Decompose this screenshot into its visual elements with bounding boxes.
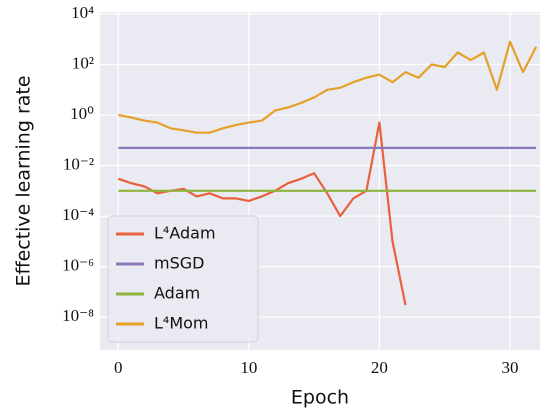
y-axis-label: Effective learning rate	[13, 75, 35, 286]
legend-label: mSGD	[154, 254, 204, 273]
legend-label: Adam	[154, 284, 200, 303]
series-line	[118, 40, 538, 134]
x-axis-label: Epoch	[291, 387, 349, 409]
x-tick-label: 30	[501, 358, 518, 377]
y-tick-label: 10²	[72, 53, 94, 72]
legend-label: L⁴Mom	[154, 314, 209, 333]
legend-box	[107, 215, 259, 343]
x-tick-label: 20	[371, 358, 388, 377]
y-tick-label: 10⁴	[71, 3, 94, 22]
x-tick-label: 0	[114, 358, 123, 377]
y-tick-label: 10⁻²	[63, 154, 94, 173]
x-tick-label: 10	[240, 358, 257, 377]
y-tick-label: 10⁰	[70, 104, 94, 123]
y-tick-label: 10⁻⁶	[62, 256, 94, 275]
legend-label: L⁴Adam	[154, 224, 216, 243]
y-tick-label: 10⁻⁴	[62, 205, 94, 224]
y-tick-label: 10⁻⁸	[62, 306, 94, 325]
